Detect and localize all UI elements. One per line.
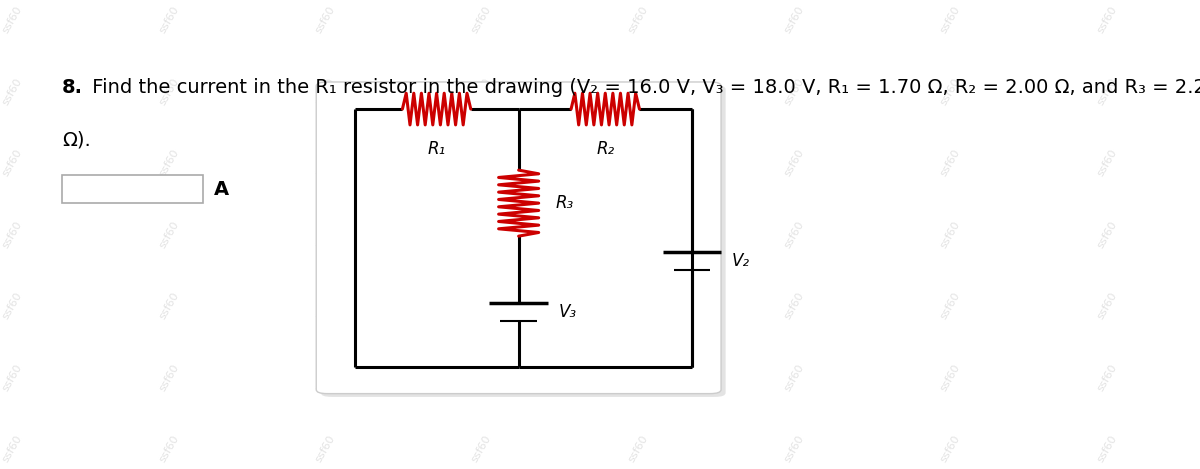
Text: ssf60: ssf60 bbox=[470, 148, 493, 178]
Text: ssf60: ssf60 bbox=[313, 362, 337, 393]
Text: ssf60: ssf60 bbox=[626, 291, 649, 321]
Text: ssf60: ssf60 bbox=[626, 434, 649, 464]
Text: ssf60: ssf60 bbox=[157, 76, 181, 107]
Text: ssf60: ssf60 bbox=[1, 362, 24, 393]
Text: ssf60: ssf60 bbox=[626, 219, 649, 250]
Text: ssf60: ssf60 bbox=[1, 291, 24, 321]
Text: ssf60: ssf60 bbox=[782, 291, 806, 321]
Text: ssf60: ssf60 bbox=[1096, 362, 1118, 393]
Text: ssf60: ssf60 bbox=[313, 5, 337, 35]
Text: ssf60: ssf60 bbox=[938, 76, 962, 107]
Text: ssf60: ssf60 bbox=[1, 219, 24, 250]
Text: ssf60: ssf60 bbox=[470, 76, 493, 107]
Text: ssf60: ssf60 bbox=[157, 362, 181, 393]
Text: ssf60: ssf60 bbox=[1, 76, 24, 107]
Text: R₃: R₃ bbox=[556, 194, 574, 212]
Text: R₁: R₁ bbox=[427, 140, 445, 158]
Text: ssf60: ssf60 bbox=[470, 5, 493, 35]
Text: ssf60: ssf60 bbox=[938, 5, 962, 35]
Text: Ω).: Ω). bbox=[62, 130, 91, 150]
Text: ssf60: ssf60 bbox=[470, 291, 493, 321]
Text: ssf60: ssf60 bbox=[626, 148, 649, 178]
Text: ssf60: ssf60 bbox=[1096, 219, 1118, 250]
Text: ssf60: ssf60 bbox=[1096, 76, 1118, 107]
Text: A: A bbox=[214, 180, 229, 198]
Text: ssf60: ssf60 bbox=[1096, 5, 1118, 35]
Text: ssf60: ssf60 bbox=[626, 362, 649, 393]
Text: ssf60: ssf60 bbox=[938, 148, 962, 178]
Text: ssf60: ssf60 bbox=[157, 291, 181, 321]
Text: ssf60: ssf60 bbox=[938, 219, 962, 250]
Text: ssf60: ssf60 bbox=[626, 5, 649, 35]
Text: ssf60: ssf60 bbox=[1, 148, 24, 178]
Text: ssf60: ssf60 bbox=[938, 434, 962, 464]
Text: ssf60: ssf60 bbox=[313, 291, 337, 321]
Text: V₃: V₃ bbox=[559, 303, 577, 321]
Text: ssf60: ssf60 bbox=[313, 219, 337, 250]
Text: ssf60: ssf60 bbox=[470, 219, 493, 250]
Text: ssf60: ssf60 bbox=[782, 148, 806, 178]
Text: ssf60: ssf60 bbox=[626, 76, 649, 107]
Text: ssf60: ssf60 bbox=[313, 148, 337, 178]
Text: ssf60: ssf60 bbox=[782, 362, 806, 393]
Text: ssf60: ssf60 bbox=[157, 219, 181, 250]
FancyBboxPatch shape bbox=[317, 82, 721, 393]
Text: Find the current in the R₁ resistor in the drawing (V₂ = 16.0 V, V₃ = 18.0 V, R₁: Find the current in the R₁ resistor in t… bbox=[85, 78, 1200, 97]
Text: ssf60: ssf60 bbox=[313, 434, 337, 464]
Text: ssf60: ssf60 bbox=[157, 434, 181, 464]
FancyBboxPatch shape bbox=[320, 85, 726, 397]
Text: ssf60: ssf60 bbox=[157, 148, 181, 178]
Text: ssf60: ssf60 bbox=[938, 362, 962, 393]
Text: V₂: V₂ bbox=[732, 252, 750, 270]
Text: ssf60: ssf60 bbox=[782, 434, 806, 464]
Text: ssf60: ssf60 bbox=[1096, 291, 1118, 321]
Text: R₂: R₂ bbox=[596, 140, 614, 158]
Text: ssf60: ssf60 bbox=[470, 434, 493, 464]
Text: ssf60: ssf60 bbox=[938, 291, 962, 321]
Text: ssf60: ssf60 bbox=[470, 362, 493, 393]
Text: ssf60: ssf60 bbox=[782, 76, 806, 107]
Text: ssf60: ssf60 bbox=[157, 5, 181, 35]
Text: 8.: 8. bbox=[62, 78, 83, 97]
FancyBboxPatch shape bbox=[62, 175, 203, 203]
Text: ssf60: ssf60 bbox=[1096, 434, 1118, 464]
Text: ssf60: ssf60 bbox=[782, 219, 806, 250]
Text: ssf60: ssf60 bbox=[1096, 148, 1118, 178]
Text: ssf60: ssf60 bbox=[782, 5, 806, 35]
Text: ssf60: ssf60 bbox=[1, 5, 24, 35]
Text: ssf60: ssf60 bbox=[313, 76, 337, 107]
Text: ssf60: ssf60 bbox=[1, 434, 24, 464]
